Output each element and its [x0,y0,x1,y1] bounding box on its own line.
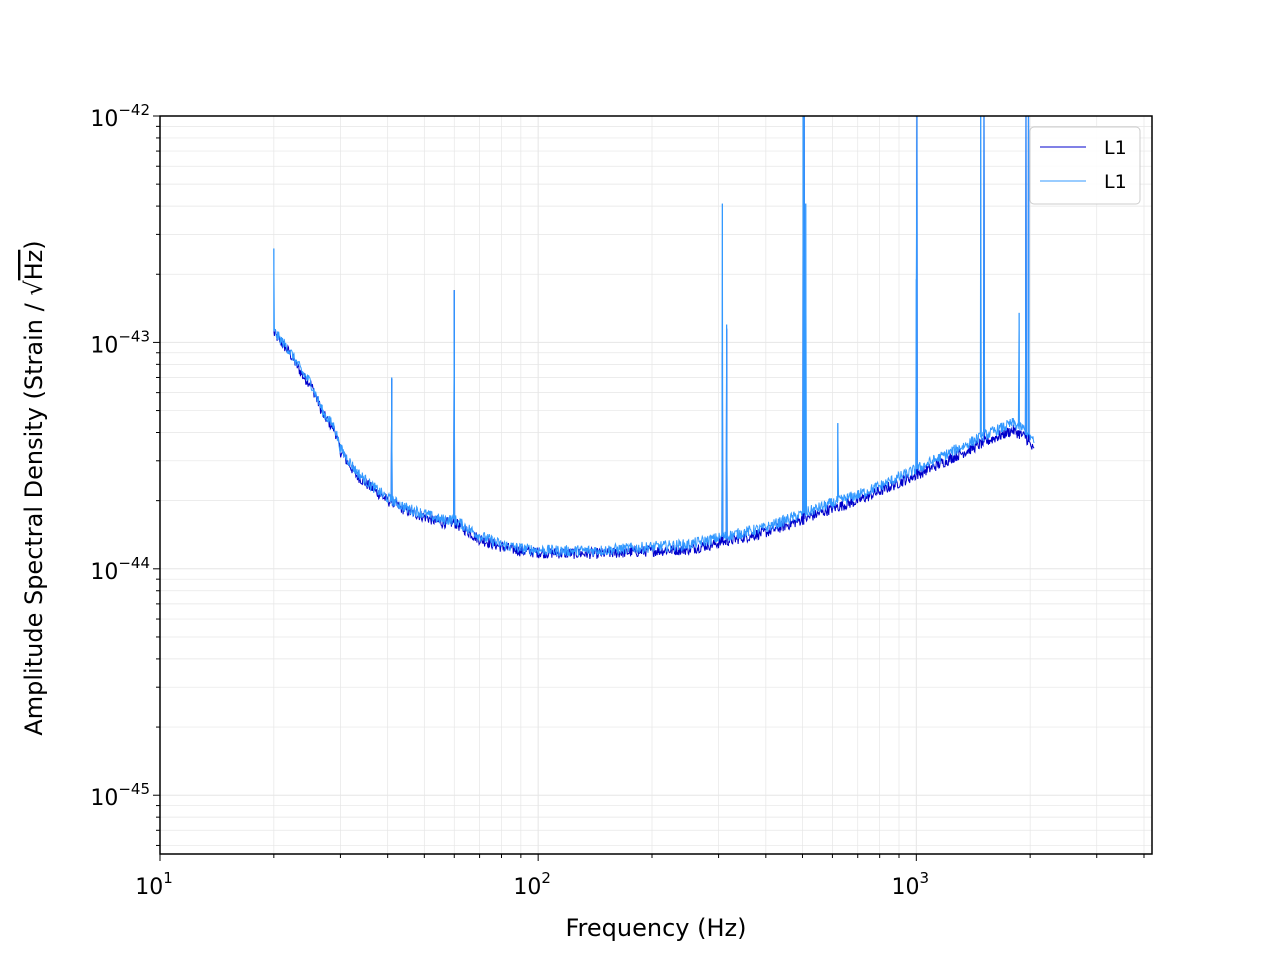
x-tick-labels: 101 102 103 [135,869,929,900]
series-line-2 [273,116,1035,558]
legend-box [1029,126,1141,205]
x-tick-label: 101 [135,869,173,900]
y-axis-label-prefix: Amplitude Spectral Density (Strain / √ [20,280,48,736]
x-tick-label: 103 [892,869,930,900]
minor-grid [160,116,1152,854]
axis-ticks [153,115,1145,861]
axes-frame [159,115,1153,855]
x-tick-label: 102 [513,869,551,900]
y-tick-labels: 10−45 10−44 10−43 10−42 [90,101,150,811]
y-tick-label: 10−42 [90,101,150,132]
major-grid [159,116,1152,854]
y-tick-label: 10−44 [90,554,150,585]
plot-area [273,116,1035,560]
legend: L1 L1 [1029,126,1141,205]
y-tick-label: 10−45 [90,780,150,811]
y-axis-label-radicand: Hz [20,250,48,281]
legend-label-series-2: L1 [1104,171,1127,193]
legend-label-series-1: L1 [1104,137,1127,159]
x-axis-label: Frequency (Hz) [566,914,747,942]
y-tick-label: 10−43 [90,327,150,358]
y-axis-label-suffix: ) [20,240,48,249]
y-axis-label: Amplitude Spectral Density (Strain / √Hz… [20,240,48,735]
